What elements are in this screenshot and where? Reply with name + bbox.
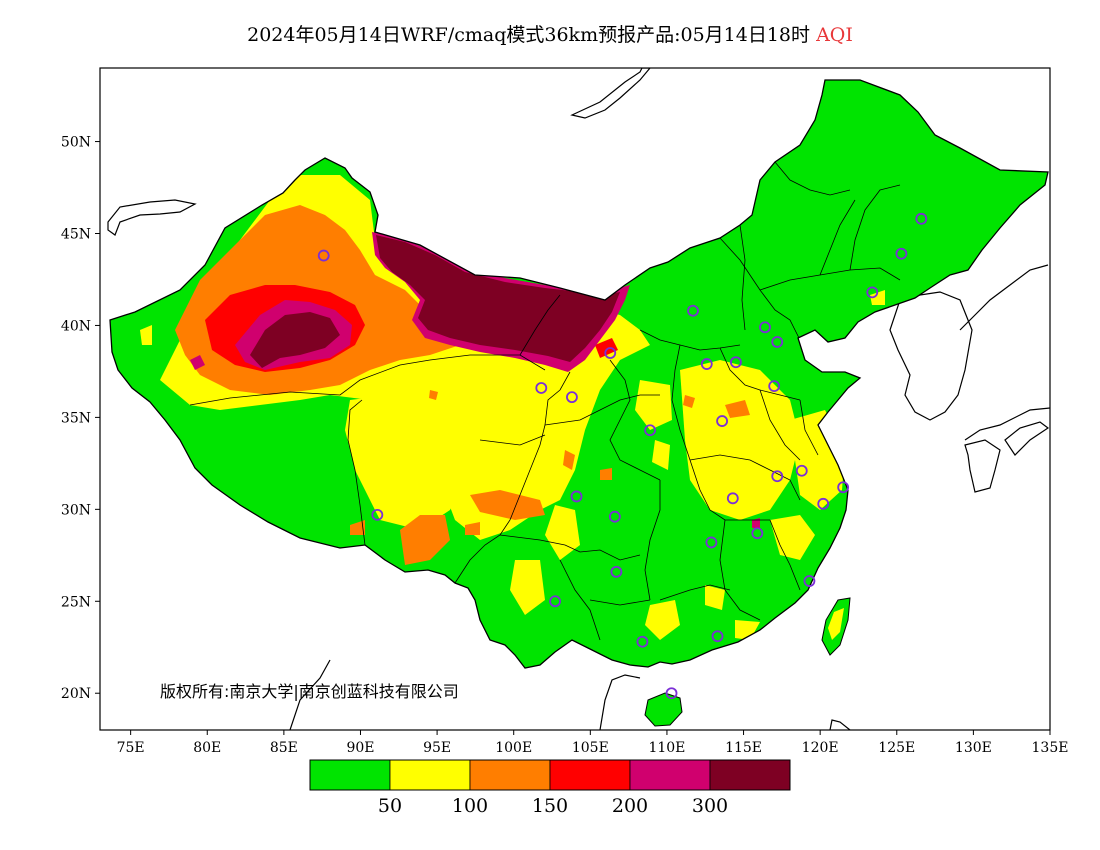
station-marker bbox=[371, 508, 384, 521]
station-marker bbox=[711, 630, 724, 643]
station-marker bbox=[726, 492, 739, 505]
china-outline bbox=[109, 79, 1049, 669]
station-marker bbox=[644, 424, 656, 437]
station-marker bbox=[610, 565, 623, 578]
title-variable: AQI bbox=[816, 24, 853, 46]
lon-tick-label: 100E bbox=[495, 740, 532, 756]
station-marker bbox=[817, 497, 830, 510]
colorbar-border bbox=[309, 759, 791, 791]
lat-tick-label: 20N bbox=[61, 686, 91, 702]
taiwan-moderate bbox=[828, 608, 844, 640]
station-marker bbox=[759, 321, 771, 334]
map-title: 2024年05月14日WRF/cmaq模式36km预报产品:05月14日18时 … bbox=[0, 20, 1100, 47]
station-marker bbox=[729, 356, 742, 369]
station-marker bbox=[768, 380, 781, 393]
lon-tick-label: 75E bbox=[117, 740, 145, 756]
lon-tick-label: 135E bbox=[1032, 740, 1069, 756]
colorbar-label: 300 bbox=[692, 795, 728, 817]
station-marker bbox=[535, 382, 548, 394]
station-marker bbox=[716, 415, 728, 427]
colorbar-swatch bbox=[549, 759, 631, 791]
lat-tick-label: 25N bbox=[61, 594, 91, 610]
title-main: 2024年05月14日WRF/cmaq模式36km预报产品:05月14日18时 bbox=[247, 24, 811, 46]
lon-tick-label: 120E bbox=[802, 740, 839, 756]
provincial-boundaries bbox=[189, 161, 901, 641]
colorbar-label: 50 bbox=[378, 795, 402, 817]
lat-tick-label: 45N bbox=[61, 227, 91, 243]
station-marker bbox=[608, 510, 621, 523]
colorbar-label: 100 bbox=[452, 795, 488, 817]
station-marker bbox=[566, 391, 578, 404]
colorbar-swatch bbox=[469, 759, 551, 791]
colorbar-swatch bbox=[709, 759, 791, 791]
station-marker bbox=[700, 358, 713, 370]
lon-tick-label: 130E bbox=[955, 740, 992, 756]
station-marker bbox=[705, 536, 718, 549]
lat-tick-label: 30N bbox=[61, 502, 91, 518]
lon-tick-label: 85E bbox=[270, 740, 298, 756]
station-marker bbox=[795, 464, 808, 477]
station-marker bbox=[915, 212, 928, 225]
map-frame-border bbox=[99, 67, 1051, 731]
colorbar-label: 200 bbox=[612, 795, 648, 817]
station-marker bbox=[771, 336, 784, 348]
station-marker bbox=[549, 595, 561, 608]
aqi-field-hazardous bbox=[250, 235, 620, 368]
hainan-island bbox=[644, 692, 683, 727]
station-marker bbox=[751, 527, 764, 540]
station-marker bbox=[665, 687, 678, 700]
station-marker bbox=[636, 635, 649, 648]
lon-tick-label: 105E bbox=[572, 740, 609, 756]
neighbor-coastlines bbox=[107, 68, 1050, 730]
station-marker bbox=[866, 286, 879, 299]
colorbar-swatch bbox=[389, 759, 471, 791]
lat-tick-label: 40N bbox=[61, 318, 91, 334]
longitude-axis: 75E 80E 85E 90E 95E 100E 105E 110E 115E 120E 125E 1… bbox=[117, 730, 1069, 756]
lon-tick-label: 110E bbox=[648, 740, 685, 756]
station-marker bbox=[317, 249, 330, 262]
lon-tick-label: 125E bbox=[878, 740, 915, 756]
colorbar-swatch bbox=[629, 759, 711, 791]
latitude-axis: 20N 25N 30N 35N 40N 45N 50N bbox=[61, 135, 100, 702]
station-marker bbox=[895, 247, 908, 260]
copyright-text: 版权所有:南京大学|南京创蓝科技有限公司 bbox=[160, 682, 459, 701]
lat-tick-label: 35N bbox=[61, 410, 91, 426]
lon-tick-label: 115E bbox=[725, 740, 762, 756]
station-marker bbox=[837, 481, 850, 494]
lon-tick-label: 90E bbox=[346, 740, 374, 756]
station-marker bbox=[687, 304, 699, 317]
colorbar-label: 150 bbox=[532, 795, 568, 817]
station-marker bbox=[803, 575, 816, 587]
lat-tick-label: 50N bbox=[61, 135, 91, 151]
station-marker bbox=[604, 347, 617, 359]
monitoring-stations bbox=[317, 212, 928, 700]
station-marker bbox=[570, 490, 583, 503]
station-marker bbox=[771, 470, 784, 483]
colorbar-swatch bbox=[309, 759, 391, 791]
colorbar-legend: 50 100 150 200 300 bbox=[309, 759, 791, 817]
lon-tick-label: 95E bbox=[423, 740, 451, 756]
lon-tick-label: 80E bbox=[193, 740, 221, 756]
